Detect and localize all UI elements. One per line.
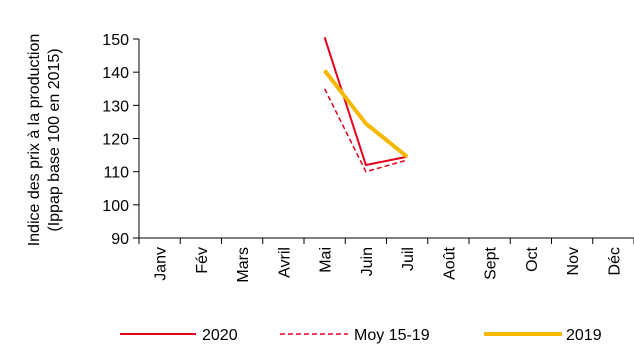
y-tick-label: 130 (102, 98, 129, 115)
x-tick-label: Sept (483, 246, 500, 279)
y-tick-label: 110 (103, 165, 129, 182)
series-line-1 (323, 88, 408, 173)
y-tick-label: 150 (102, 32, 129, 49)
x-tick-label: Nov (565, 247, 582, 275)
x-tick-label: Oct (524, 246, 541, 271)
x-tick-label: Juin (359, 247, 376, 276)
legend-label-1: Moy 15-19 (354, 327, 430, 344)
y-tick-label: 100 (102, 198, 129, 215)
x-tick-label: Déc (606, 247, 623, 275)
x-tick-label: Fév (194, 247, 211, 274)
y-tick-label: 140 (102, 65, 129, 82)
x-tick-label: Avril (276, 247, 293, 278)
legend: 2020 Moy 15-19 2019 (120, 327, 602, 344)
x-tick-label: Mai (318, 247, 335, 273)
legend-label-0: 2020 (202, 327, 238, 344)
legend-label-2: 2019 (566, 327, 602, 344)
y-tick-label: 120 (102, 132, 129, 149)
series-line-2 (323, 69, 409, 159)
series-lines (323, 37, 409, 173)
y-tick-label: 90 (111, 231, 129, 248)
series-line-0 (323, 37, 408, 167)
y-axis-title-line2: (Ippap base 100 en 2015) (46, 48, 63, 231)
x-tick-label: Janv (153, 247, 170, 281)
y-axis-title-line1: Indice des prix à la production (26, 34, 43, 247)
axes (133, 38, 634, 244)
y-tick-labels: 90 100 110 120 130 140 150 (102, 32, 129, 248)
x-tick-labels: Janv Fév Mars Avril Mai Juin Juil Août Sept Oct No… (153, 246, 624, 282)
x-tick-label: Août (441, 246, 458, 279)
x-tick-label: Juil (400, 247, 417, 271)
x-tick-label: Mars (235, 247, 252, 283)
y-axis-title: Indice des prix à la production (Ippap b… (26, 34, 63, 247)
